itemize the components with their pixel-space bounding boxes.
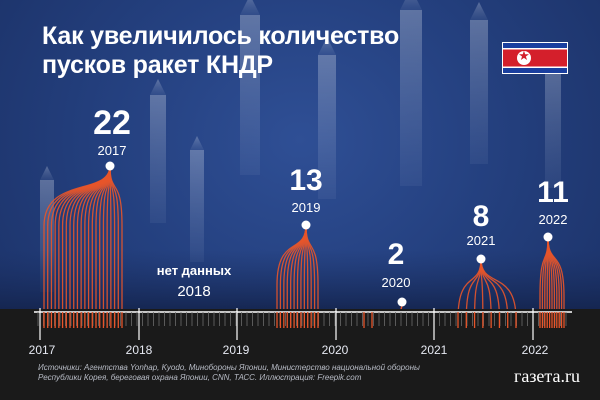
axis-label-2022: 2022 — [521, 343, 549, 357]
count-2017: 22 — [93, 104, 131, 142]
rocket-silhouette-1 — [240, 0, 260, 175]
axis-label-2019: 2019 — [222, 343, 250, 357]
year-label-2019: 2019 — [291, 200, 321, 215]
apex-dot-2022 — [543, 232, 553, 242]
axis-label-2017: 2017 — [28, 343, 56, 357]
apex-dot-2021 — [476, 254, 486, 264]
count-2022: 11 — [537, 176, 569, 209]
rocket-silhouette-4 — [470, 2, 488, 164]
footer — [0, 362, 600, 400]
count-2021: 8 — [472, 200, 490, 233]
north-korea-flag-icon: ★ — [502, 42, 568, 74]
axis-label-2021: 2021 — [420, 343, 448, 357]
source-note: Источники: Агентства Yonhap, Kyodo, Мино… — [38, 363, 420, 382]
title-line-1: Как увеличилось количество — [42, 22, 400, 50]
launch-curve-2017-22 — [109, 165, 123, 312]
year-label-2021: 2021 — [466, 233, 496, 248]
year-label-2022: 2022 — [538, 212, 568, 227]
year-label-2020: 2020 — [381, 275, 411, 290]
year-label-2018: 2018 — [177, 283, 211, 300]
launch-stubs — [43, 312, 565, 328]
rocket-silhouette-2 — [318, 37, 336, 199]
launch-curve-2022-11 — [547, 236, 565, 312]
apex-dot-2020 — [397, 297, 407, 307]
gazeta-logo: газета.ru — [513, 366, 580, 386]
rocket-silhouette-3 — [400, 0, 422, 186]
launch-curve-2019-13 — [305, 224, 319, 312]
title-line-2: пусков ракет КНДР — [42, 51, 273, 79]
count-2019: 13 — [289, 164, 323, 197]
launch-curves — [43, 161, 565, 363]
background-rockets — [40, 0, 561, 292]
axis-label-2020: 2020 — [321, 343, 349, 357]
count-2020: 2 — [387, 238, 405, 271]
page-title: Как увеличилось количество пусков ракет … — [42, 22, 399, 80]
apex-dot-2017 — [105, 161, 115, 171]
rocket-silhouette-7 — [190, 136, 204, 262]
year-label-2017: 2017 — [97, 143, 127, 158]
rocket-silhouette-0 — [150, 79, 166, 223]
no-data-label: нет данных — [156, 263, 232, 278]
apex-dot-2019 — [301, 220, 311, 230]
axis-label-2018: 2018 — [125, 343, 153, 357]
